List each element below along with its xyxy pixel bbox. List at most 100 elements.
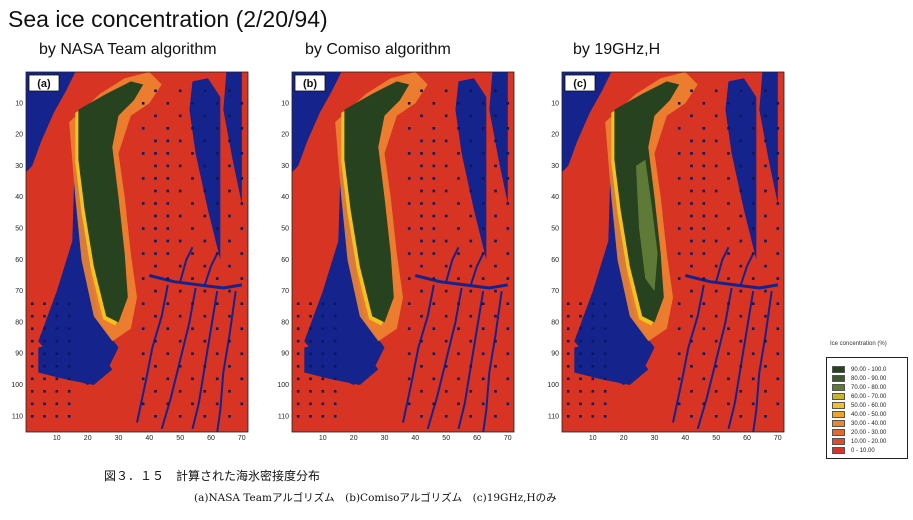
missing-data-marker <box>309 327 312 330</box>
missing-data-marker <box>739 390 743 393</box>
missing-data-marker <box>690 202 693 205</box>
missing-data-marker <box>677 327 681 330</box>
missing-data-marker <box>481 127 485 130</box>
missing-data-marker <box>228 139 231 143</box>
legend-swatch <box>832 393 845 400</box>
missing-data-marker <box>30 402 34 406</box>
missing-data-marker <box>240 277 244 280</box>
panel-tag: (c) <box>573 78 587 90</box>
missing-data-marker <box>457 102 460 105</box>
missing-data-marker <box>702 277 706 280</box>
missing-data-marker <box>714 114 718 118</box>
missing-data-marker <box>43 327 46 330</box>
legend-swatch <box>832 429 845 436</box>
channel-line <box>672 284 705 423</box>
missing-data-marker <box>727 352 730 355</box>
missing-data-marker <box>215 302 219 305</box>
missing-data-marker <box>67 390 71 393</box>
missing-data-marker <box>469 89 473 93</box>
missing-data-marker <box>407 177 411 180</box>
missing-data-marker <box>166 252 170 255</box>
missing-data-marker <box>420 390 423 393</box>
x-tick-label: 60 <box>207 435 215 440</box>
missing-data-marker <box>203 89 207 93</box>
missing-data-marker <box>309 365 312 368</box>
missing-data-marker <box>432 352 436 355</box>
missing-data-marker <box>603 390 607 393</box>
missing-data-marker <box>457 127 460 130</box>
land-mass <box>759 72 778 204</box>
missing-data-marker <box>432 277 436 280</box>
channel-line <box>216 290 237 433</box>
missing-data-marker <box>178 89 182 93</box>
missing-data-marker <box>677 277 681 280</box>
missing-data-marker <box>751 177 755 180</box>
missing-data-marker <box>506 152 510 155</box>
missing-data-marker <box>702 177 706 180</box>
missing-data-marker <box>727 127 730 130</box>
missing-data-marker <box>55 402 59 406</box>
missing-data-marker <box>432 302 436 305</box>
missing-data-marker <box>727 252 730 255</box>
legend-label: 30.00 - 40.00 <box>851 420 887 427</box>
missing-data-marker <box>690 264 693 268</box>
missing-data-marker <box>776 352 780 355</box>
missing-data-marker <box>457 277 460 280</box>
missing-data-marker <box>420 177 423 180</box>
panel-c: (c) 10 20 30 40 50 60 70 80 90 100 110 10 20 30 40 50 60 7… <box>544 68 790 440</box>
land-mass <box>292 72 342 173</box>
missing-data-marker <box>228 390 231 393</box>
missing-data-marker <box>566 415 570 418</box>
land-mass <box>574 341 649 385</box>
missing-data-marker <box>321 352 325 355</box>
missing-data-marker <box>506 177 510 180</box>
missing-data-marker <box>420 214 423 218</box>
missing-data-marker <box>420 139 423 143</box>
y-tick-label: 60 <box>551 257 559 264</box>
missing-data-marker <box>481 202 485 205</box>
channel-line <box>696 287 733 430</box>
panel-tag-box <box>28 74 60 92</box>
legend-label: 60.00 - 70.00 <box>851 393 887 400</box>
missing-data-marker <box>677 302 681 305</box>
x-tick-label: 50 <box>712 435 720 440</box>
missing-data-marker <box>166 139 170 143</box>
missing-data-marker <box>432 152 436 155</box>
missing-data-marker <box>739 214 743 218</box>
missing-data-marker <box>469 339 473 343</box>
missing-data-marker <box>739 264 743 268</box>
missing-data-marker <box>690 152 693 155</box>
missing-data-marker <box>228 314 231 318</box>
y-tick-label: 100 <box>547 382 559 389</box>
missing-data-marker <box>727 227 730 230</box>
missing-data-marker <box>776 302 780 305</box>
land-mass <box>38 341 113 385</box>
missing-data-marker <box>55 327 59 330</box>
panel-c-map: (c) 10 20 30 40 50 60 70 80 90 100 110 10 20 30 40 50 60 7… <box>547 71 785 440</box>
missing-data-marker <box>690 114 693 118</box>
missing-data-marker <box>203 239 207 243</box>
missing-data-marker <box>43 314 46 318</box>
missing-data-marker <box>203 289 207 293</box>
missing-data-marker <box>579 302 582 305</box>
missing-data-marker <box>309 390 312 393</box>
missing-data-marker <box>141 352 145 355</box>
missing-data-marker <box>469 189 473 193</box>
missing-data-marker <box>751 277 755 280</box>
missing-data-marker <box>591 402 595 406</box>
missing-data-marker <box>191 327 194 330</box>
missing-data-marker <box>215 327 219 330</box>
legend-item: 30.00 - 40.00 <box>832 419 907 428</box>
x-tick-label: 50 <box>442 435 450 440</box>
missing-data-marker <box>494 114 497 118</box>
missing-data-marker <box>228 239 231 243</box>
missing-data-marker <box>333 377 337 381</box>
missing-data-marker <box>481 152 485 155</box>
panel-b-map: (b) 10 20 30 40 50 60 70 80 90 100 110 10 20 30 40 50 60 7… <box>277 71 515 440</box>
y-tick-label: 30 <box>15 163 23 170</box>
missing-data-marker <box>764 239 767 243</box>
channel-line <box>469 253 485 286</box>
missing-data-marker <box>178 365 182 368</box>
legend-swatch <box>832 384 845 391</box>
missing-data-marker <box>776 252 780 255</box>
